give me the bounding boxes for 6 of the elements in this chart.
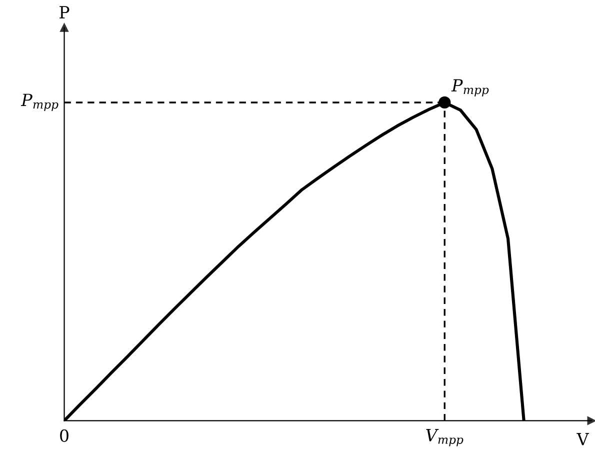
text: P bbox=[60, 6, 70, 18]
x-tick-label: V$_{mpp}$ bbox=[426, 429, 464, 446]
annotation: P$_{mpp}$ bbox=[451, 79, 489, 96]
x-tick-label: 0 bbox=[60, 429, 68, 442]
x-axis-title: V bbox=[576, 433, 590, 446]
ref-line-label: P$_{mpp}$ bbox=[20, 94, 58, 111]
